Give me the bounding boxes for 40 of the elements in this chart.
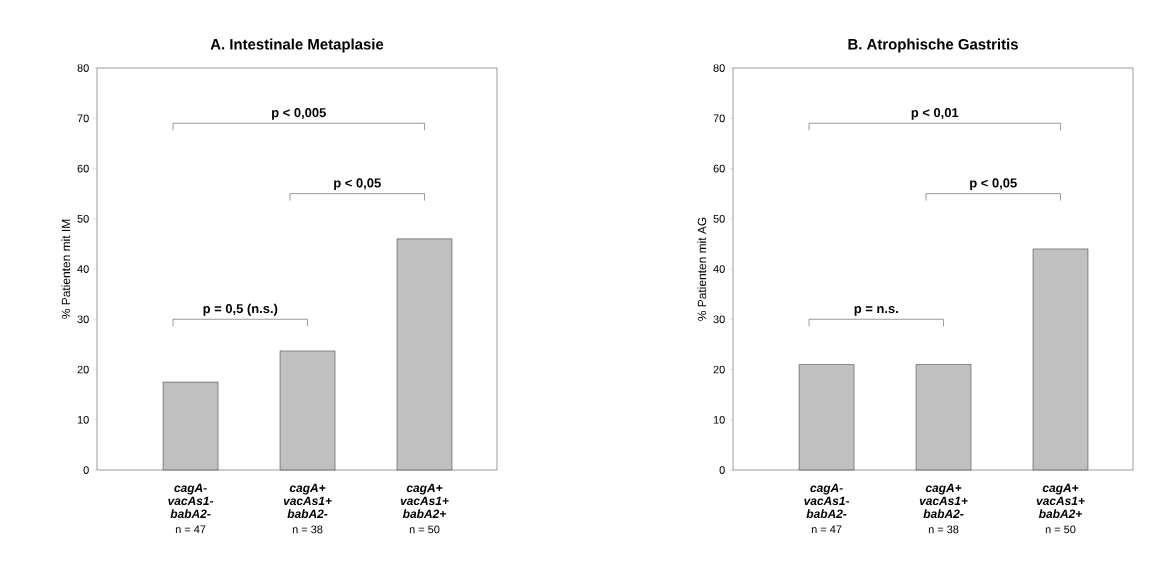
- text: n = 47: [811, 525, 842, 534]
- y-axis-title: % Patienten mit IM: [61, 219, 71, 319]
- y-tick-label: 10: [713, 415, 725, 424]
- y-axis-title: % Patienten mit AG: [697, 217, 707, 321]
- annotation: p < 0,05: [334, 178, 381, 191]
- y-tick-label: 40: [77, 265, 89, 273]
- x-tick-label: cagA- vacAs1- babA2-: [804, 483, 850, 519]
- chart-title: B. Atrophische Gastritis: [848, 38, 1018, 53]
- y-tick-label: 10: [77, 415, 89, 424]
- y-tick-label: 30: [713, 315, 725, 324]
- y-tick-label: 0: [719, 466, 725, 474]
- y-tick-label: 60: [713, 164, 725, 173]
- x-tick-label: cagA+ vacAs1+ babA2-: [919, 483, 968, 519]
- text: n = 38: [292, 525, 323, 534]
- y-tick-label: 40: [713, 265, 725, 273]
- x-tick-label: cagA+ vacAs1+ babA2-: [283, 483, 332, 519]
- y-tick-label: 50: [713, 214, 725, 223]
- annotation: p < 0,05: [970, 178, 1017, 191]
- y-tick-label: 20: [713, 365, 725, 374]
- text: n = 50: [409, 525, 440, 534]
- annotation: p = n.s.: [854, 306, 898, 316]
- annotation: p = 0,5 (n.s.): [203, 303, 278, 316]
- y-tick-label: 70: [713, 114, 725, 123]
- chart-title: A. Intestinale Metaplasie: [210, 38, 384, 53]
- y-tick-label: 80: [77, 64, 89, 72]
- x-tick-label: cagA+ vacAs1+ babA2+: [400, 483, 449, 519]
- y-tick-label: 50: [77, 214, 89, 223]
- text: n = 38: [928, 525, 959, 534]
- y-tick-label: 20: [77, 365, 89, 374]
- x-tick-label: cagA+ vacAs1+ babA2+: [1036, 483, 1085, 519]
- y-tick-label: 0: [83, 466, 89, 474]
- text: n = 50: [1045, 525, 1076, 534]
- annotation: p < 0,01: [911, 108, 959, 120]
- y-tick-label: 60: [77, 164, 89, 173]
- y-tick-label: 80: [713, 64, 725, 72]
- x-tick-label: cagA- vacAs1- babA2-: [168, 483, 214, 519]
- annotation: p < 0,005: [272, 108, 326, 120]
- y-tick-label: 70: [77, 114, 89, 123]
- y-tick-label: 30: [77, 315, 89, 324]
- text: n = 47: [175, 525, 206, 534]
